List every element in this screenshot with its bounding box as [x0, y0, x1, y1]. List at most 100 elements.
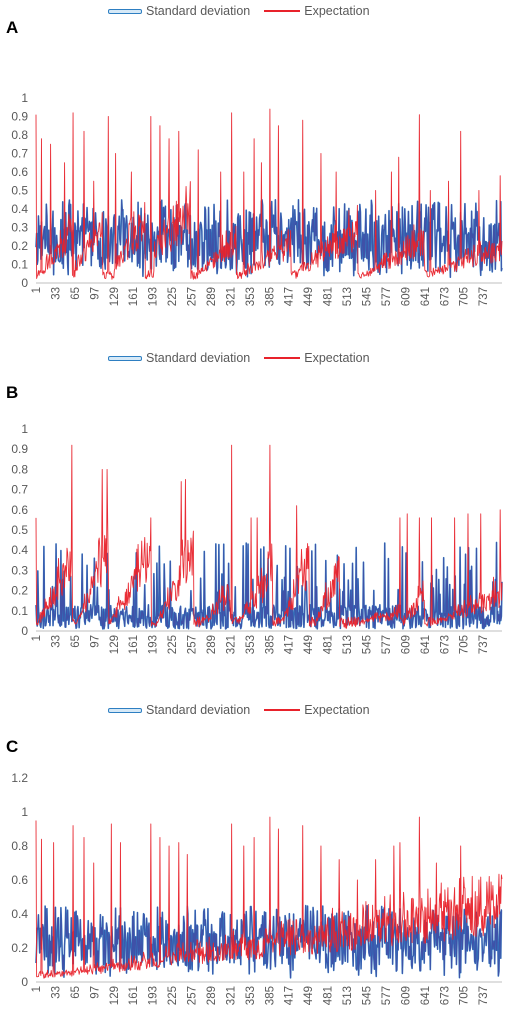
legend: Standard deviation Expectation — [108, 703, 384, 717]
y-tick-label: 1 — [21, 91, 28, 105]
x-tick-label: 449 — [303, 287, 315, 306]
x-tick-label: 353 — [245, 635, 257, 654]
x-tick-label: 609 — [400, 287, 412, 306]
x-tick-label: 193 — [148, 986, 160, 1005]
x-tick-label: 609 — [400, 635, 412, 654]
x-tick-label: 385 — [264, 287, 276, 306]
x-tick-label: 321 — [225, 986, 237, 1005]
x-tick-label: 257 — [187, 635, 199, 654]
x-axis: 1 33 65 97 129 161 193 225 257 289 321 353 385 417 449… — [31, 287, 490, 306]
x-tick-label: 289 — [206, 635, 218, 654]
x-tick-label: 577 — [381, 287, 393, 306]
x-tick-label: 545 — [362, 986, 374, 1005]
x-tick-label: 641 — [420, 635, 432, 654]
x-tick-label: 705 — [459, 635, 471, 654]
x-tick-label: 129 — [109, 635, 121, 654]
x-tick-label: 673 — [439, 986, 451, 1005]
x-tick-label: 481 — [323, 986, 335, 1005]
x-tick-label: 1 — [31, 287, 43, 293]
x-tick-label: 513 — [342, 287, 354, 306]
x-tick-label: 321 — [225, 287, 237, 306]
legend-swatch-std — [108, 707, 142, 713]
chart-c: 0 0.2 0.4 0.6 0.8 1 1.2 1 33 65 97 129 161 193 225 257 2… — [11, 771, 503, 1005]
legend-item-std: Standard deviation — [108, 351, 250, 365]
x-tick-label: 225 — [167, 635, 179, 654]
x-tick-label: 289 — [206, 986, 218, 1005]
y-tick-label: 0.4 — [11, 907, 28, 921]
x-tick-label: 545 — [362, 635, 374, 654]
x-tick-label: 97 — [89, 287, 101, 300]
x-tick-label: 193 — [148, 287, 160, 306]
x-tick-label: 737 — [478, 287, 490, 306]
x-tick-label: 449 — [303, 986, 315, 1005]
x-tick-label: 673 — [439, 287, 451, 306]
y-tick-label: 0.1 — [11, 604, 28, 618]
y-tick-label: 0.2 — [11, 239, 28, 253]
y-tick-label: 0.8 — [11, 462, 28, 476]
legend-swatch-expectation — [264, 357, 301, 359]
x-tick-label: 513 — [342, 986, 354, 1005]
x-tick-label: 97 — [89, 635, 101, 648]
expectation-series-line — [35, 444, 503, 629]
y-tick-label: 0.2 — [11, 941, 28, 955]
chart-b: 00.10.20.30.40.50.60.70.80.911 33 65 97 129 1… — [11, 422, 503, 654]
legend-item-std: Standard deviation — [108, 703, 250, 717]
legend: Standard deviation Expectation — [108, 351, 384, 365]
x-tick-label: 97 — [89, 986, 101, 999]
x-tick-label: 1 — [31, 635, 43, 641]
y-tick-label: 0.5 — [11, 523, 28, 537]
legend-swatch-expectation — [264, 709, 301, 711]
x-axis: 1 33 65 97 129 161 193 225 257 289 321 353 385 417 449… — [31, 986, 490, 1005]
x-tick-label: 417 — [284, 635, 296, 654]
expectation-series-line — [35, 108, 503, 280]
x-tick-label: 449 — [303, 635, 315, 654]
x-tick-label: 417 — [284, 287, 296, 306]
y-tick-label: 1 — [21, 422, 28, 436]
legend-label-expectation: Expectation — [304, 351, 370, 365]
y-axis: 0 0.1 0.2 0.3 0.4 0.5 0.6 0.7 0.8 0.9 1 — [11, 422, 28, 638]
y-tick-label: 0.2 — [11, 584, 28, 598]
y-tick-label: 1.2 — [11, 771, 28, 785]
x-tick-label: 65 — [70, 635, 82, 648]
x-tick-label: 673 — [439, 635, 451, 654]
x-tick-label: 161 — [128, 635, 140, 654]
legend: Standard deviation Expectation — [108, 4, 384, 18]
y-tick-label: 0.9 — [11, 442, 28, 456]
x-tick-label: 129 — [109, 287, 121, 306]
x-tick-label: 225 — [167, 287, 179, 306]
y-tick-label: 0.3 — [11, 221, 28, 235]
y-tick-label: 0.8 — [11, 839, 28, 853]
y-axis: 0 0.1 0.2 0.3 0.4 0.5 0.6 0.7 0.8 0.9 1 — [11, 91, 28, 290]
y-tick-label: 0.1 — [11, 258, 28, 272]
x-tick-label: 257 — [187, 986, 199, 1005]
x-tick-label: 577 — [381, 986, 393, 1005]
x-tick-label: 641 — [420, 287, 432, 306]
x-tick-label: 705 — [459, 287, 471, 306]
x-tick-label: 193 — [148, 635, 160, 654]
legend-item-expectation: Expectation — [264, 351, 370, 365]
x-tick-label: 129 — [109, 986, 121, 1005]
x-tick-label: 737 — [478, 635, 490, 654]
y-tick-label: 0.6 — [11, 873, 28, 887]
chart-a: 00.10.20.30.40.50.60.70.80.911 33 65 97 129 1… — [11, 91, 503, 306]
y-tick-label: 0 — [21, 624, 28, 638]
x-tick-label: 577 — [381, 635, 393, 654]
x-tick-label: 161 — [128, 986, 140, 1005]
x-tick-label: 641 — [420, 986, 432, 1005]
y-tick-label: 1 — [21, 805, 28, 819]
y-tick-label: 0.7 — [11, 147, 28, 161]
y-tick-label: 0 — [21, 975, 28, 989]
y-tick-label: 0.4 — [11, 202, 28, 216]
x-tick-label: 353 — [245, 287, 257, 306]
x-tick-label: 65 — [70, 986, 82, 999]
x-tick-label: 33 — [50, 986, 62, 999]
legend-label-std: Standard deviation — [146, 4, 251, 18]
legend-item-std: Standard deviation — [108, 4, 250, 18]
x-tick-label: 161 — [128, 287, 140, 306]
x-tick-label: 289 — [206, 287, 218, 306]
legend-label-std: Standard deviation — [146, 703, 251, 717]
panel-letter-c: C — [6, 737, 19, 756]
y-tick-label: 0.6 — [11, 165, 28, 179]
x-tick-label: 737 — [478, 986, 490, 1005]
y-tick-label: 0.7 — [11, 483, 28, 497]
